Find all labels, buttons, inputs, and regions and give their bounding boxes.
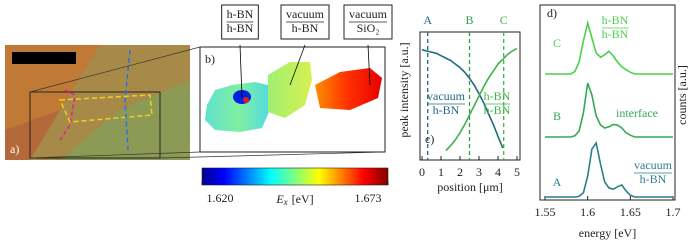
colorbar-label-part: E	[275, 192, 284, 206]
x-tick-label: 1.7	[666, 205, 681, 219]
colorbar-label-part: [eV]	[292, 192, 314, 206]
marker-label: C	[500, 13, 508, 27]
fraction-bottom: h-BN	[292, 21, 319, 35]
series-label: B	[553, 109, 561, 123]
fraction-bottom: h-BN	[602, 27, 629, 41]
x-tick-label: 0	[419, 165, 425, 179]
data-line	[421, 49, 504, 149]
panel-label: a)	[10, 142, 19, 156]
callout-box	[221, 4, 259, 40]
x-axis-label: position [μm]	[437, 180, 502, 194]
x-tick-label: 1	[438, 165, 444, 179]
fraction-top: h-BN	[484, 89, 511, 103]
fraction-bottom: h-BN	[433, 103, 460, 117]
fraction-top: vacuum	[427, 89, 466, 103]
y-axis-label: counts [a.u.]	[675, 65, 689, 125]
plot-frame	[539, 4, 676, 201]
x-tick-label: 1.6	[580, 205, 595, 219]
data-line	[445, 47, 518, 152]
fraction-top: vacuum	[349, 7, 388, 21]
panel-label: c)	[425, 132, 434, 146]
callout-box	[343, 4, 393, 40]
fraction-bottom: h-BN	[227, 21, 254, 35]
fraction-bottom: h-BN	[484, 103, 511, 117]
x-axis-label: energy [eV]	[579, 226, 636, 240]
colorbar-label-part: x	[283, 197, 288, 207]
colorbar	[201, 167, 389, 186]
x-tick-label: 4	[495, 165, 501, 179]
colorbar-label: Ex [eV]	[275, 192, 313, 207]
x-tick-label: 1.55	[535, 205, 556, 219]
panel-label: b)	[205, 52, 215, 66]
callout-box	[280, 4, 330, 40]
fraction-top: h-BN	[227, 7, 254, 21]
colorbar-tick-label: 1.620	[207, 191, 234, 205]
data-line	[545, 19, 673, 75]
panel-label: d)	[547, 6, 557, 20]
data-line	[545, 82, 673, 138]
x-tick-label: 3	[476, 165, 482, 179]
x-tick-label: 2	[457, 165, 463, 179]
marker-label: A	[423, 13, 432, 27]
fraction-top: h-BN	[602, 13, 629, 27]
colorbar-tick-label: 1.673	[355, 191, 382, 205]
micrograph	[5, 45, 386, 160]
series-label: C	[553, 36, 561, 50]
x-tick-label: 1.65	[620, 205, 641, 219]
fraction-bottom: h-BN	[640, 172, 667, 186]
y-axis-label: peak intensity [a.u.]	[397, 42, 411, 137]
x-tick-label: 5	[514, 165, 520, 179]
data-line	[545, 141, 673, 198]
series-label: A	[553, 175, 562, 189]
fraction-bottom: SiO₂	[357, 21, 380, 35]
series-annotation: interface	[616, 106, 658, 120]
fraction-top: vacuum	[286, 7, 325, 21]
marker-label: B	[465, 13, 473, 27]
map	[205, 44, 382, 132]
fraction-top: vacuum	[634, 158, 673, 172]
